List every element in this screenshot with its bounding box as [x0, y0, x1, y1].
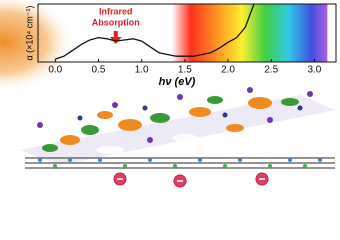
x-axis-label: hν (eV): [159, 76, 196, 88]
plot-frame: [37, 3, 337, 63]
x-tick-label: 0.0: [48, 65, 62, 76]
x-tick-label: 0.5: [92, 65, 106, 76]
visible-spectrum: [171, 4, 328, 62]
annotation-arrow: [109, 31, 122, 44]
infrared-glow: [0, 0, 75, 92]
data-line: [55, 3, 255, 60]
figure: 0.0 0.5 1.0 1.5 2.0 2.5 3.0 hν (eV) α (×10⁴ cm⁻¹…: [0, 0, 337, 188]
x-tick-label: 3.0: [307, 65, 321, 76]
y-axis-label: α (×10⁴ cm⁻¹): [24, 5, 34, 60]
x-tick-label: 1.5: [178, 65, 192, 76]
molecular-illustration: [20, 87, 335, 188]
x-tick-label: 2.5: [264, 65, 278, 76]
x-tick-label: 1.0: [135, 65, 149, 76]
annotation: Infrared: [99, 6, 133, 16]
plot: 0.0 0.5 1.0 1.5 2.0 2.5 3.0 hν (eV) α (×10⁴ cm⁻¹…: [24, 3, 337, 88]
annotation: Absorption: [92, 17, 140, 27]
x-tick-label: 2.0: [221, 65, 235, 76]
